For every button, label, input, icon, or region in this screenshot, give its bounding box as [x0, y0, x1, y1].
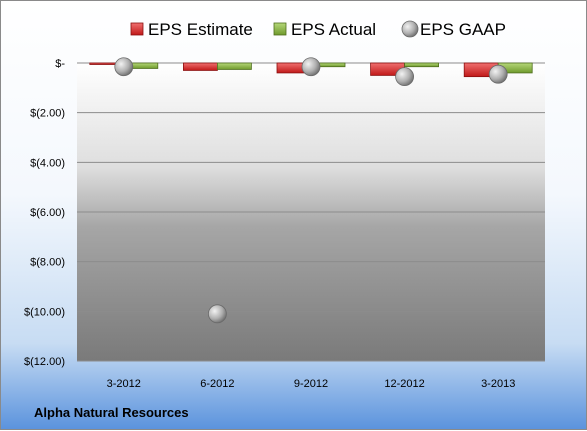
- x-tick-label: 3-2013: [481, 378, 515, 390]
- eps-estimate-bar: [182, 62, 218, 71]
- company-name: Alpha Natural Resources: [34, 405, 189, 420]
- eps-gaap-marker: [207, 304, 227, 324]
- x-axis-tick-labels: 3-2012 6-2012 9-2012 12-2012 3-2013: [107, 378, 516, 390]
- legend-eps-gaap-label: EPS GAAP: [420, 20, 506, 39]
- legend-eps-estimate-label: EPS Estimate: [148, 20, 253, 39]
- y-tick-label: $(2.00): [30, 108, 65, 120]
- y-tick-label: $(6.00): [30, 207, 65, 219]
- y-tick-label: $-: [55, 58, 65, 70]
- gaap-markers: [114, 57, 508, 324]
- y-tick-label: $(12.00): [24, 356, 65, 368]
- x-tick-label: 3-2012: [107, 378, 141, 390]
- eps-actual-bar: [216, 62, 252, 70]
- bars: [89, 62, 533, 78]
- eps-gaap-marker: [395, 67, 415, 87]
- legend-eps-actual-swatch: [273, 22, 287, 36]
- eps-gaap-marker: [301, 57, 321, 77]
- y-tick-label: $(8.00): [30, 257, 65, 269]
- x-tick-label: 6-2012: [200, 378, 234, 390]
- legend-eps-gaap-swatch: [401, 20, 419, 38]
- eps-gaap-marker: [488, 64, 508, 84]
- y-tick-label: $(4.00): [30, 157, 65, 169]
- legend-eps-actual-label: EPS Actual: [291, 20, 376, 39]
- x-tick-label: 9-2012: [294, 378, 328, 390]
- y-tick-label: $(10.00): [24, 306, 65, 318]
- legend: EPS Estimate EPS Actual EPS GAAP: [130, 20, 506, 39]
- x-tick-label: 12-2012: [384, 378, 424, 390]
- legend-eps-estimate-swatch: [130, 22, 144, 36]
- y-axis-tick-labels: $- $(2.00) $(4.00) $(6.00) $(8.00) $(10.00) $(…: [24, 58, 65, 368]
- eps-gaap-marker: [114, 57, 134, 77]
- eps-actual-bar: [404, 62, 440, 68]
